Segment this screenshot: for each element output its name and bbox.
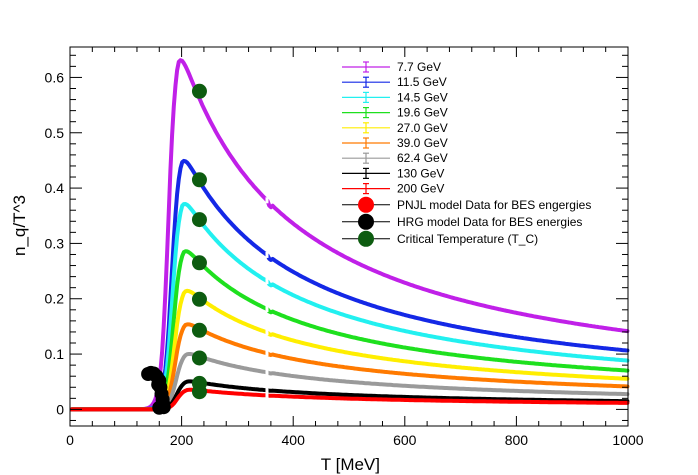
series-line-0 (69, 58, 630, 412)
legend-label-1: 11.5 GeV (397, 75, 447, 89)
plot-frame (69, 46, 629, 427)
legend-label-5: 39.0 GeV (397, 136, 448, 150)
y-tick-label: 0.3 (45, 235, 65, 251)
hrg-point-10 (152, 400, 167, 415)
legend-label-7: 130 GeV (397, 166, 444, 180)
legend-label-6: 62.4 GeV (397, 151, 448, 165)
legend-label-8: 200 GeV (397, 182, 444, 196)
x-tick-label: 400 (282, 432, 306, 448)
y-tick-label: 0 (56, 401, 64, 417)
tc-marker-8 (191, 384, 207, 400)
x-tick-label: 200 (170, 432, 194, 448)
legend-marker-2 (358, 230, 374, 247)
legend-label-2: 14.5 GeV (397, 90, 448, 104)
x-tick-label: 800 (505, 432, 529, 448)
x-axis-title: T [MeV] (321, 455, 380, 474)
legend-marker-label-0: PNJL model Data for BES engergies (397, 198, 591, 212)
tc-marker-5 (191, 322, 207, 338)
tc-marker-6 (191, 350, 207, 366)
y-tick-label: 0.2 (45, 291, 65, 307)
legend-label-4: 27.0 GeV (397, 121, 448, 135)
tc-marker-1 (191, 172, 207, 188)
legend-label-0: 7.7 GeV (397, 60, 441, 74)
y-tick-label: 0.1 (45, 346, 65, 362)
legend-marker-label-2: Critical Temperature (T_C) (397, 232, 538, 246)
x-tick-label: 1000 (612, 432, 643, 448)
y-tick-label: 0.6 (45, 69, 65, 85)
x-tick-label: 600 (393, 432, 417, 448)
hrg-point-11 (151, 377, 166, 392)
axes: 0 200 400 600 800 1000 0 0.1 0.2 0.3 0.4 0.5 0.6 T [M… (10, 46, 644, 474)
legend-label-3: 19.6 GeV (397, 106, 448, 120)
tc-marker-3 (191, 255, 207, 271)
legend-marker-1 (358, 213, 374, 230)
y-tick-label: 0.5 (45, 125, 65, 141)
x-tick-label: 0 (66, 432, 74, 448)
tc-marker-0 (191, 83, 207, 99)
tc-marker-4 (191, 291, 207, 307)
y-tick-label: 0.4 (45, 180, 65, 196)
legend-marker-0 (358, 196, 374, 213)
plot-area (69, 58, 630, 415)
legend-marker-label-1: HRG model Data for BES energies (397, 215, 582, 229)
tc-marker-2 (191, 212, 207, 228)
y-axis-title: n_q/T^3 (10, 195, 29, 256)
